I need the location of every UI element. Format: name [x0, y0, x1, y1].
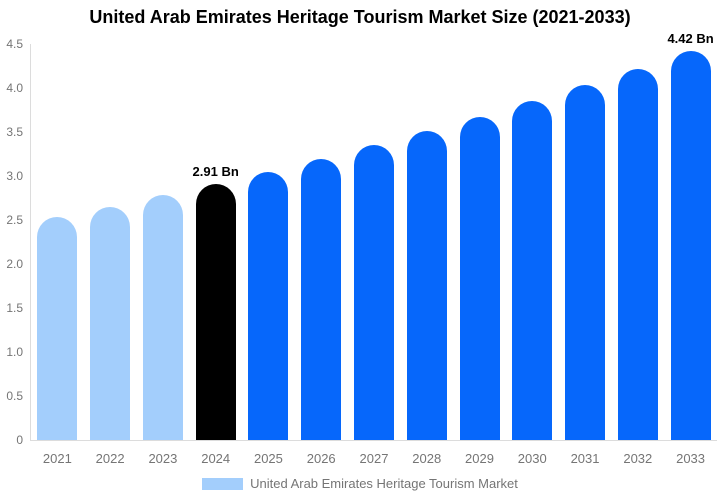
y-axis: 4.5 4.0 3.5 3.0 2.5 2.0 1.5 1.0 0.5 0	[0, 37, 25, 447]
bar-slot-2022: 2022	[90, 44, 131, 466]
y-tick-label: 1.0	[6, 345, 23, 359]
x-axis-label-2023: 2023	[148, 451, 178, 466]
bar-slot-2025: 2025	[248, 44, 289, 466]
bar-2033[interactable]	[670, 51, 711, 440]
x-axis-label-2026: 2026	[306, 451, 336, 466]
bar-slot-2029: 2029	[459, 44, 500, 466]
x-axis-label-2031: 2031	[570, 451, 600, 466]
y-tick-label: 2.0	[6, 257, 23, 271]
x-axis-label-2033: 2033	[676, 451, 706, 466]
x-axis-label-2029: 2029	[465, 451, 494, 466]
plot-area: 2021 2022 2023 2.91 Bn 2024 2025 2026 2027 2028 2…	[30, 31, 717, 466]
bar-2029[interactable]	[459, 117, 500, 440]
bar-2030[interactable]	[512, 101, 553, 440]
bar-slot-2030: 2030	[512, 44, 553, 466]
x-axis-label-2021: 2021	[42, 451, 72, 466]
bar-slot-2024: 2.91 Bn 2024	[192, 44, 239, 466]
x-axis-label-2024: 2024	[201, 451, 231, 466]
x-axis-label-2032: 2032	[623, 451, 653, 466]
x-axis-label-2028: 2028	[412, 451, 442, 466]
bar-2021[interactable]	[37, 217, 78, 440]
x-axis-label-2022: 2022	[95, 451, 125, 466]
x-axis-label-2030: 2030	[517, 451, 547, 466]
bar-slot-2021: 2021	[37, 44, 78, 466]
bar-2028[interactable]	[406, 131, 447, 440]
y-tick-label: 0.5	[6, 389, 23, 403]
y-tick-label: 0	[16, 433, 23, 447]
y-tick-label: 1.5	[6, 301, 23, 315]
bar-2032[interactable]	[617, 68, 658, 440]
y-tick-label: 3.0	[6, 169, 23, 183]
bar-value-label-2024: 2.91 Bn	[192, 163, 239, 179]
y-tick-label: 4.0	[6, 81, 23, 95]
legend-swatch-icon	[202, 477, 244, 490]
bar-slot-2027: 2027	[353, 44, 394, 466]
legend-item[interactable]: United Arab Emirates Heritage Tourism Ma…	[0, 476, 720, 491]
bar-slot-2028: 2028	[406, 44, 447, 466]
y-tick-label: 2.5	[6, 213, 23, 227]
y-tick-label: 4.5	[6, 37, 23, 51]
chart-title: United Arab Emirates Heritage Tourism Ma…	[89, 7, 631, 27]
bar-slot-2023: 2023	[142, 44, 183, 466]
bar-2022[interactable]	[90, 206, 131, 440]
bar-slot-2026: 2026	[301, 44, 342, 466]
bar-2023[interactable]	[142, 195, 183, 440]
x-axis-label-2027: 2027	[359, 451, 389, 466]
bar-slot-2033: 4.42 Bn 2033	[667, 31, 713, 466]
bar-slot-2031: 2031	[565, 44, 606, 466]
bar-2026[interactable]	[301, 159, 342, 440]
bar-2027[interactable]	[353, 145, 394, 440]
x-axis-label-2025: 2025	[253, 451, 283, 466]
legend-label: United Arab Emirates Heritage Tourism Ma…	[250, 476, 518, 491]
bar-slot-2032: 2032	[617, 44, 658, 466]
bar-2024[interactable]	[195, 183, 236, 440]
y-tick-label: 3.5	[6, 125, 23, 139]
bar-value-label-2033: 4.42 Bn	[667, 31, 714, 47]
bar-2031[interactable]	[565, 85, 606, 440]
bar-2025[interactable]	[248, 171, 289, 440]
